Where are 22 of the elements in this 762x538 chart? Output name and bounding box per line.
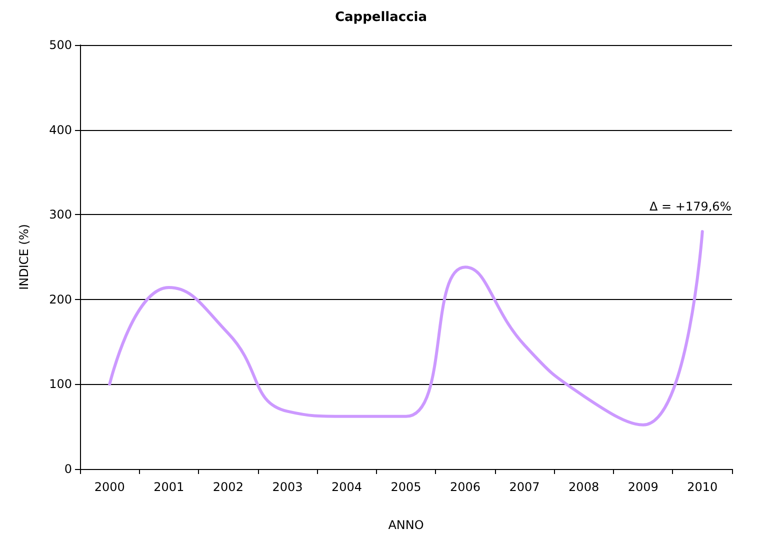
x-tick-label: 2007 xyxy=(509,480,540,494)
y-tick-label: 200 xyxy=(49,292,72,306)
y-tick-label: 100 xyxy=(49,377,72,392)
y-tick-label: 400 xyxy=(49,122,72,137)
x-tick-label: 2001 xyxy=(154,480,184,494)
x-tick-label: 2000 xyxy=(94,480,125,494)
line-series xyxy=(108,230,704,426)
x-tick-label: 2005 xyxy=(390,480,422,494)
chart-title: Cappellaccia xyxy=(334,10,428,25)
y-axis-title: INDICE (%) xyxy=(17,224,31,290)
x-tick-label: 2004 xyxy=(331,480,362,494)
x-tick-label: 2003 xyxy=(272,480,303,494)
x-tick-label: 2008 xyxy=(568,480,600,494)
x-axis-title: ANNO xyxy=(388,518,424,532)
x-tick-label: 2006 xyxy=(450,480,481,494)
annotation: Δ = +179,6% xyxy=(650,200,732,214)
x-tick-label: 2002 xyxy=(212,480,244,494)
y-tick-label: 0 xyxy=(64,462,72,476)
y-tick-label: 300 xyxy=(49,208,72,222)
x-tick-label: 2010 xyxy=(687,480,718,494)
y-tick-label: 500 xyxy=(49,38,72,52)
x-tick-label: 2009 xyxy=(628,480,658,494)
